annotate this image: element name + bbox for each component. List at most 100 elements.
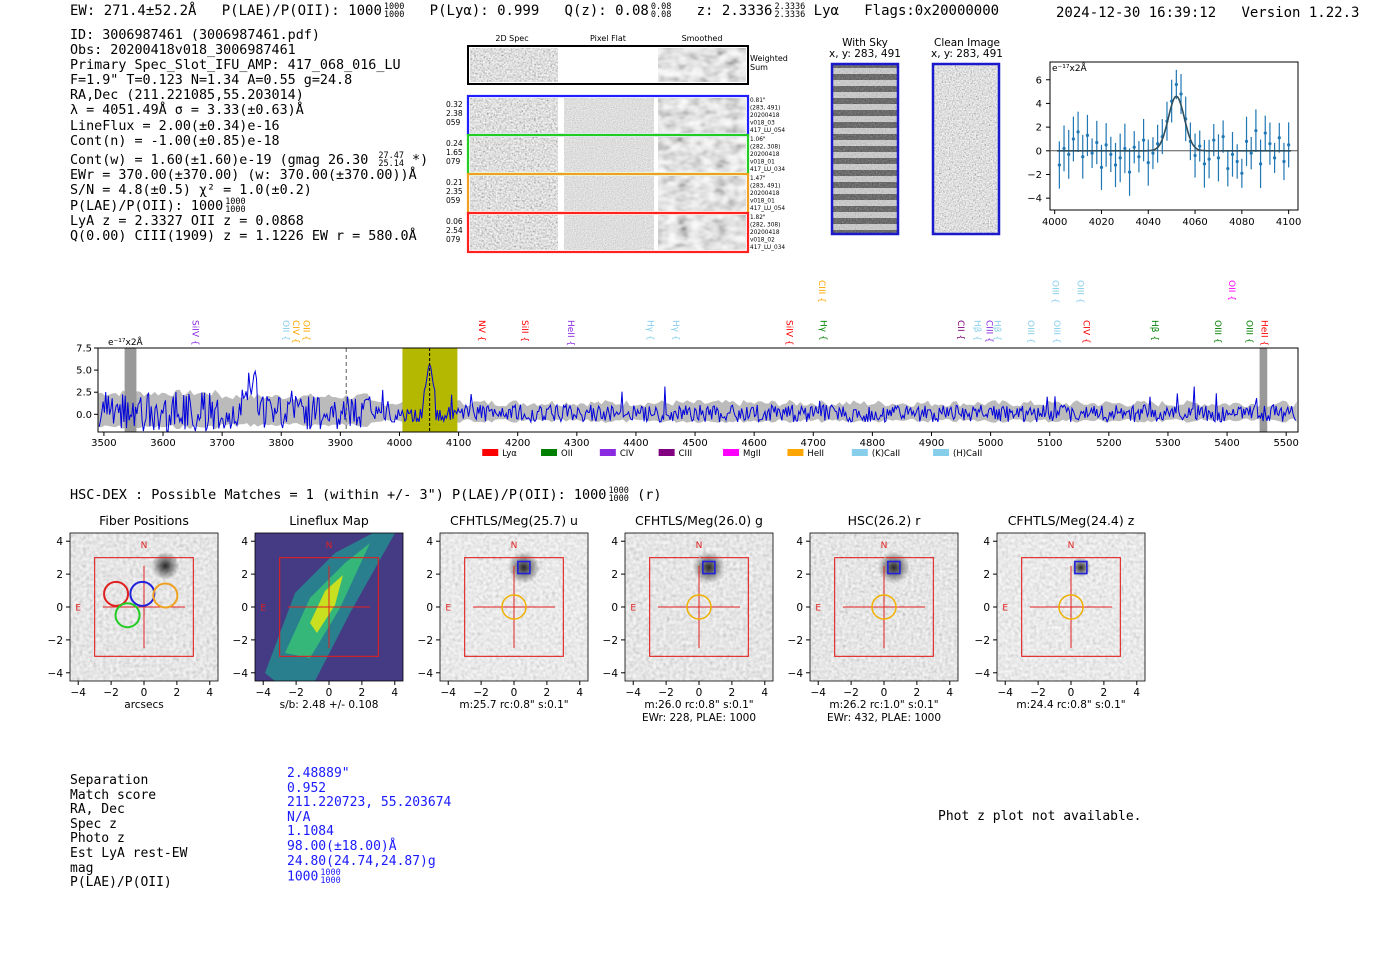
hsc-xtick: −2 [1030,687,1045,699]
spectrum-xtick: 5000 [978,438,1003,449]
match-label: Photo z [70,831,125,847]
spec2d-title-2d: 2D Spec [495,34,529,43]
spectrum-line-label: HeII { [1258,320,1268,346]
svg-text:SiIV {: SiIV { [190,320,200,346]
match-value: 0.952 [287,780,327,796]
legend-swatch [723,449,740,456]
svg-text:Hγ {: Hγ { [670,320,680,341]
hsc-ytick: 4 [241,536,248,548]
hsc-xtick: 0 [1068,687,1075,699]
hsc-ytick: −4 [418,668,434,680]
zoom-point [1081,155,1085,159]
header-qz-frac: 0.08 0.08 [650,2,672,20]
spec2d-cell-smooth [658,98,746,133]
zoom-fit-line [1057,95,1291,152]
header-qz: Q(z): 0.08 [564,3,649,19]
match-labels: Separation Match score RA, Dec Spec z Photo … [70,773,188,891]
compass-e: E [260,603,266,613]
svg-text:OII {: OII { [1226,280,1236,301]
svg-text:CIII {: CIII { [983,320,993,343]
zoom-point [1268,142,1272,146]
spectrum-line-label: OIII { [1025,320,1035,344]
spec2d-right-label: 20200418 [750,230,780,236]
with-sky-title: With Sky x, y: 283, 491 [829,37,901,60]
zoom-ytick: 6 [1036,75,1042,86]
match-value: 1.1084 [287,824,334,840]
spec2d-right-label: (282, 308) [750,223,780,229]
spectrum-mask [1259,348,1268,432]
hsc-panels: Fiber Positions N E −4 −4 −2 −2 0 0 2 2 4 4 arcsecs Li… [48,513,1146,723]
spectrum-line-label: Hγ { [670,320,680,341]
zoom-point [1132,145,1136,149]
spectrum-ytick: 0.0 [76,410,92,421]
spectrum-xtick: 5300 [1155,438,1180,449]
zoom-point [1127,170,1132,174]
hsc-ytick: −4 [48,668,64,680]
header-ew: EW: 271.4±52.2Å [70,3,197,19]
spec2d-cell-flat [564,176,654,211]
svg-text:CIII {: CIII { [816,280,826,303]
zoom-point [1287,143,1291,147]
hsc-xtick: 2 [359,687,366,699]
zoom-ytick: 0 [1036,146,1042,157]
hsc-ytick: −2 [48,635,63,647]
hsc-panel-title: Lineflux Map [289,513,369,528]
hsc-caption: m:24.4 rc:0.8" s:0.1" [1016,699,1125,711]
info-obs: Obs: 20200418v018_3006987461 [70,43,296,59]
svg-text:Hβ {: Hβ { [1149,320,1159,341]
spectrum-line-label: CIV { [290,320,300,344]
header-z: z: 2.3336 [696,3,773,19]
info-plae: P(LAE)/P(OII): 1000 1000 1000 [70,197,246,216]
hsc-ytick: −2 [233,635,248,647]
hsc-ytick: −4 [233,668,249,680]
svg-text:SiIV {: SiIV { [784,320,794,346]
hsc-ytick: 0 [241,602,248,614]
zoom-xtick: 4020 [1089,217,1114,228]
svg-text:OIII {: OIII { [1025,320,1035,344]
spec2d-cell-smooth [658,137,746,172]
hsc-xtick: 2 [1101,687,1108,699]
spectrum-line-label: OIII { [1074,280,1084,304]
hsc-xtick: 4 [576,687,583,699]
match-value: 1000 1000 1000 [287,868,341,887]
spec2d-cell-2d [470,98,558,133]
hsc-caption: arcsecs [124,699,163,711]
zoom-point [1090,151,1094,155]
hsc-xtick: −4 [625,687,641,699]
hsc-ytick: 0 [611,602,618,614]
spec2d-cell-smooth [658,215,746,250]
spec2d-weighted-label: Weighted Sum [750,54,788,72]
hsc-caption: m:26.0 rc:0.8" s:0.1" [644,699,753,711]
hsc-ytick: 0 [796,602,803,614]
zoom-ytick: −4 [1027,194,1042,205]
spec2d-right-label: 417_LU_034 [750,245,785,251]
spectrum-error-envelope [98,389,1297,430]
hsc-ytick: −2 [788,635,803,647]
hsc-xtick: 2 [729,687,736,699]
header-z-line: Lyα [813,3,839,19]
legend-label: MgII [743,449,761,459]
info-id: ID: 3006987461 (3006987461.pdf) [70,28,320,43]
hsc-xtick: −4 [255,687,271,699]
match-values: 2.48889" 0.952 211.220723, 55.203674 N/A 1.1… [287,766,451,887]
match-label: Spec z [70,816,117,832]
match-label: Est LyA rest-EW [70,845,188,861]
svg-text:OII {: OII { [301,320,311,341]
zoom-point [1212,138,1216,142]
info-block: ID: 3006987461 (3006987461.pdf) Obs: 202… [70,28,428,244]
hsc-xtick: −2 [473,687,488,699]
zoom-point [1062,146,1066,151]
hsc-xtick: −4 [440,687,456,699]
svg-text:Hβ {: Hβ { [992,320,1002,341]
compass-n: N [1068,541,1075,551]
spec2d-right-label: 20200418 [750,113,780,119]
zoom-point [1156,142,1160,146]
hsc-ytick: 2 [56,569,63,581]
zoom-xtick: 4000 [1042,217,1067,228]
zoom-point [1282,159,1286,164]
compass-n: N [141,541,148,551]
hsc-xtick: 0 [881,687,888,699]
hsc-ytick: −4 [603,668,619,680]
info-contn: Cont(n) = -1.00(±0.85)e-18 [70,133,280,149]
info-lineflux: LineFlux = 2.00(±0.34)e-16 [70,118,280,134]
